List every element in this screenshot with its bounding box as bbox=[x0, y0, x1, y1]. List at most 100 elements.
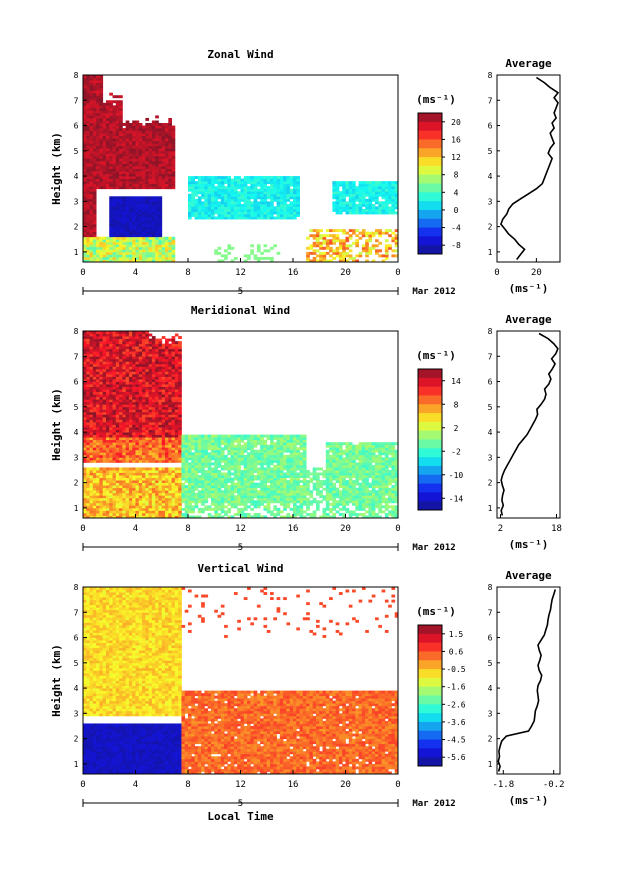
heatmap-cell bbox=[99, 256, 104, 260]
heatmap-cell bbox=[105, 439, 110, 443]
heatmap-cell bbox=[115, 249, 120, 253]
heatmap-cell bbox=[86, 434, 90, 438]
heatmap-cell bbox=[89, 82, 94, 86]
heatmap-cell bbox=[155, 401, 159, 405]
heatmap-cell bbox=[325, 251, 330, 255]
heatmap-cell bbox=[296, 206, 300, 210]
heatmap-cell bbox=[375, 183, 379, 187]
heatmap-cell bbox=[151, 244, 156, 248]
heatmap-cell bbox=[391, 201, 396, 205]
heatmap-cell bbox=[181, 437, 186, 441]
heatmap-cell bbox=[132, 341, 136, 345]
heatmap-cell bbox=[83, 92, 87, 96]
heatmap-cell bbox=[89, 148, 94, 152]
heatmap-cell bbox=[125, 213, 130, 217]
heatmap-cell bbox=[158, 447, 163, 451]
heatmap-cell bbox=[286, 211, 291, 215]
heatmap-cell bbox=[122, 409, 127, 413]
heatmap-cell bbox=[99, 353, 104, 357]
heatmap-cell bbox=[83, 391, 87, 395]
heatmap-cell bbox=[112, 432, 117, 436]
heatmap-cell bbox=[115, 183, 120, 187]
heatmap-cell bbox=[233, 206, 238, 210]
heatmap-cell bbox=[89, 115, 94, 119]
heatmap-cell bbox=[122, 226, 127, 230]
heatmap-cell bbox=[132, 371, 136, 375]
heatmap-cell bbox=[151, 133, 156, 137]
heatmap-cell bbox=[115, 361, 120, 365]
heatmap-cell bbox=[83, 173, 87, 177]
heatmap-cell bbox=[132, 356, 136, 360]
heatmap-cell bbox=[384, 246, 389, 250]
heatmap-cell bbox=[237, 196, 241, 200]
heatmap-cell bbox=[105, 133, 110, 137]
heatmap-cell bbox=[92, 168, 97, 172]
heatmap-cell bbox=[83, 158, 87, 162]
heatmap-cell bbox=[99, 454, 104, 458]
heatmap-cell bbox=[191, 181, 195, 185]
heatmap-cell bbox=[335, 198, 340, 202]
heatmap-cell bbox=[263, 203, 268, 207]
heatmap-cell bbox=[142, 507, 146, 511]
heatmap-cell bbox=[384, 208, 389, 212]
heatmap-cell bbox=[119, 512, 123, 516]
heatmap-cell bbox=[168, 404, 172, 408]
heatmap-cell bbox=[155, 234, 159, 238]
heatmap-cell bbox=[171, 384, 176, 387]
heatmap-cell bbox=[342, 186, 346, 190]
heatmap-cell bbox=[148, 419, 153, 423]
heatmap-cell bbox=[109, 100, 113, 104]
heatmap-cell bbox=[99, 80, 104, 83]
heatmap-cell bbox=[102, 396, 107, 400]
heatmap-cell bbox=[142, 391, 146, 395]
heatmap-cell bbox=[135, 128, 140, 131]
heatmap-cell bbox=[92, 432, 97, 436]
heatmap-cell bbox=[178, 459, 182, 463]
heatmap-cell bbox=[286, 186, 291, 190]
heatmap-cell bbox=[201, 475, 205, 478]
heatmap-cell bbox=[132, 490, 136, 494]
heatmap-cell bbox=[155, 353, 159, 357]
heatmap-cell bbox=[158, 485, 163, 489]
heatmap-cell bbox=[155, 201, 159, 205]
heatmap-cell bbox=[263, 186, 268, 190]
heatmap-cell bbox=[92, 505, 97, 509]
heatmap-cell bbox=[197, 492, 202, 496]
heatmap-cell bbox=[168, 492, 172, 496]
heatmap-cell bbox=[348, 201, 353, 205]
heatmap-cell bbox=[329, 249, 333, 253]
heatmap-cell bbox=[388, 191, 392, 195]
heatmap-cell bbox=[224, 198, 228, 202]
heatmap-cell bbox=[96, 148, 100, 152]
heatmap-cell bbox=[119, 231, 123, 235]
heatmap-cell bbox=[319, 251, 323, 255]
heatmap-cell bbox=[86, 259, 90, 263]
heatmap-cell bbox=[132, 133, 136, 137]
heatmap-cell bbox=[99, 105, 104, 109]
heatmap-cell bbox=[338, 191, 343, 195]
heatmap-cell bbox=[138, 459, 143, 463]
heatmap-cell bbox=[155, 454, 159, 458]
heatmap-cell bbox=[158, 201, 163, 205]
heatmap-cell bbox=[158, 155, 163, 159]
heatmap-cell bbox=[125, 249, 130, 253]
heatmap-cell bbox=[99, 480, 104, 484]
heatmap-cell bbox=[171, 246, 176, 250]
heatmap-cell bbox=[109, 135, 113, 139]
heatmap-cell bbox=[125, 482, 130, 486]
heatmap-cell bbox=[128, 363, 133, 367]
heatmap-cell bbox=[99, 153, 104, 157]
heatmap-cell bbox=[165, 409, 169, 413]
heatmap-cell bbox=[188, 457, 192, 461]
heatmap-cell bbox=[161, 163, 166, 167]
heatmap-cell bbox=[115, 482, 120, 486]
heatmap-cell bbox=[83, 497, 87, 501]
heatmap-cell bbox=[132, 482, 136, 486]
heatmap-cell bbox=[102, 480, 107, 484]
profile-y-tick-label: 3 bbox=[488, 197, 493, 206]
heatmap-cell bbox=[342, 196, 346, 200]
heatmap-cell bbox=[99, 338, 104, 342]
heatmap-cells bbox=[83, 331, 399, 519]
heatmap-cell bbox=[92, 186, 97, 190]
heatmap-cell bbox=[105, 115, 110, 119]
